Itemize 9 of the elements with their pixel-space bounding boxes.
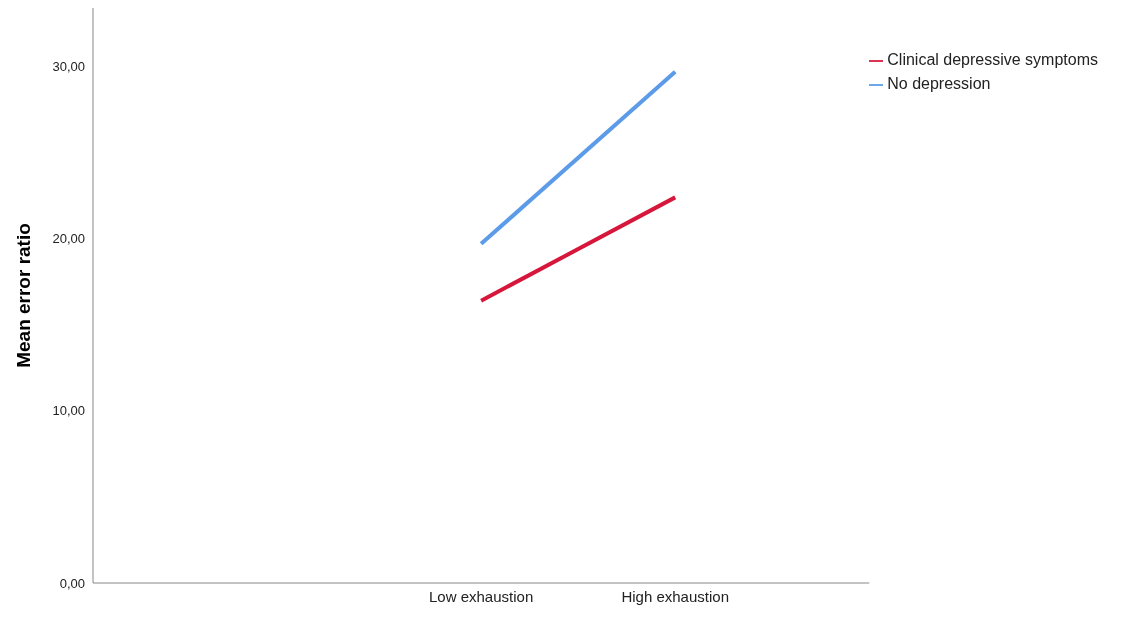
x-tick-label: Low exhaustion	[429, 587, 534, 605]
legend-label: No depression	[887, 75, 991, 92]
x-tick-label: High exhaustion	[621, 587, 729, 605]
y-tick-label: 0,00	[59, 575, 85, 591]
y-tick-label: 20,00	[52, 231, 85, 247]
y-tick-label: 30,00	[52, 59, 85, 75]
y-axis-title: Mean error ratio	[12, 223, 34, 368]
legend-label: Clinical depressive symptoms	[887, 51, 1098, 68]
y-tick-label: 10,00	[52, 403, 85, 419]
